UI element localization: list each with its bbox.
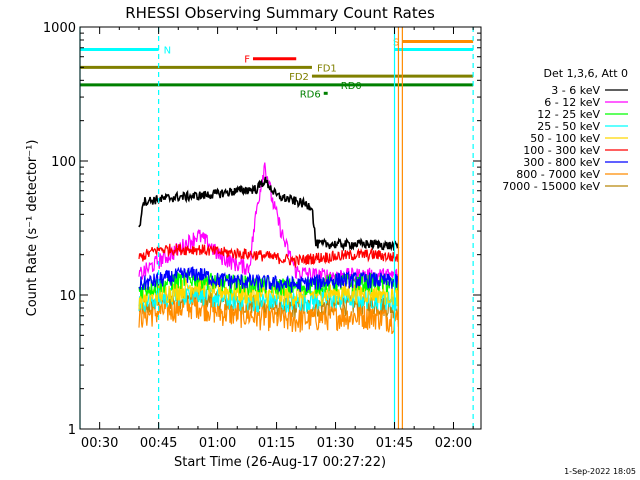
y-tick-label-2: 100 <box>51 155 76 170</box>
flag-label-7: RD6 <box>300 89 321 100</box>
vertical-lines-layer <box>79 27 474 429</box>
flag-label-3: F <box>244 55 250 66</box>
series-line-6 <box>138 266 399 293</box>
legend-label-4: 50 - 100 keV <box>530 132 600 145</box>
footer-timestamp: 1-Sep-2022 18:05 <box>564 467 636 476</box>
flag-label-2: S <box>393 37 399 48</box>
legend-label-2: 12 - 25 keV <box>537 108 600 121</box>
flag-label-0: N <box>164 45 171 56</box>
legend-label-7: 800 - 7000 keV <box>516 168 600 181</box>
x-tick-label-5: 01:45 <box>376 436 413 451</box>
y-tick-label-3: 1000 <box>43 21 76 36</box>
flag-label-5: FD2 <box>289 72 309 83</box>
flag-layer: N S F FD1 FD2 RD0 RD6 <box>80 37 474 100</box>
series-line-7 <box>138 294 399 335</box>
y-axis: 1 10 100 1000 <box>43 21 481 438</box>
legend-label-5: 100 - 300 keV <box>523 144 600 157</box>
legend-label-3: 25 - 50 keV <box>537 120 600 133</box>
series-line-1 <box>138 162 399 285</box>
legend-label-8: 7000 - 15000 keV <box>502 180 600 193</box>
flag-label-6: RD0 <box>341 81 362 92</box>
x-tick-label-3: 01:15 <box>258 436 295 451</box>
plot-frame <box>79 26 482 430</box>
flag-label-4: FD1 <box>317 63 337 74</box>
y-tick-label-0: 1 <box>68 423 76 438</box>
legend-label-0: 3 - 6 keV <box>551 84 600 97</box>
chart-title: RHESSI Observing Summary Count Rates <box>125 4 435 22</box>
x-axis-label: Start Time (26-Aug-17 00:27:22) <box>174 455 386 470</box>
series-line-0 <box>138 176 400 252</box>
legend-label-1: 6 - 12 keV <box>544 96 600 109</box>
legend-label-6: 300 - 800 keV <box>523 156 600 169</box>
y-axis-label: Count Rate (s⁻¹ detector⁻¹) <box>25 140 40 317</box>
x-tick-label-4: 01:30 <box>317 436 354 451</box>
x-axis: 00:30 00:45 01:00 01:15 01:30 01:45 02:00 <box>79 27 474 451</box>
series-line-4 <box>138 275 399 310</box>
y-tick-label-1: 10 <box>59 289 76 304</box>
x-tick-label-2: 01:00 <box>199 436 236 451</box>
series-layer <box>138 162 400 335</box>
legend-title: Det 1,3,6, Att 0 <box>544 67 628 80</box>
x-tick-label-0: 00:30 <box>81 436 118 451</box>
series-line-5 <box>138 243 399 269</box>
x-tick-label-6: 02:00 <box>435 436 472 451</box>
x-tick-label-1: 00:45 <box>140 436 177 451</box>
